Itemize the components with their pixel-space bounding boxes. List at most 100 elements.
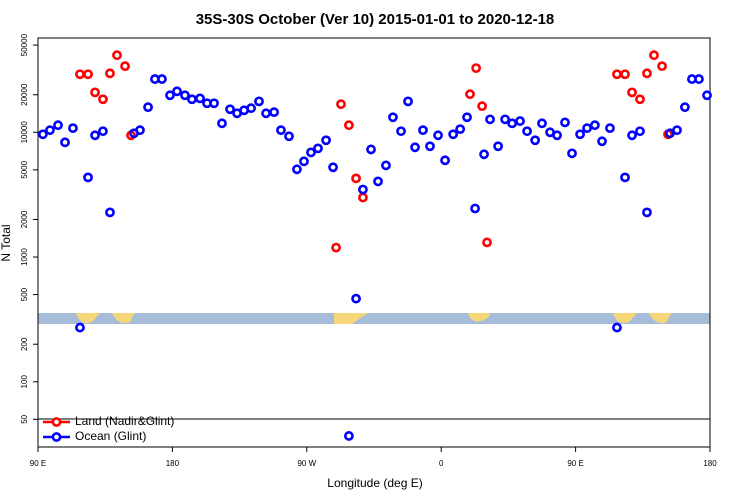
data-point: [582, 123, 592, 134]
data-point: [366, 144, 376, 155]
x-axis-label: Longitude (deg E): [327, 476, 422, 490]
data-point: [507, 118, 518, 129]
data-point: [143, 102, 153, 113]
data-point: [388, 112, 398, 123]
data-point: [620, 172, 630, 183]
data-point: [83, 69, 93, 80]
data-point: [485, 114, 495, 125]
y-tick-label: 50: [20, 414, 29, 423]
data-point: [635, 126, 645, 137]
data-point: [105, 207, 115, 218]
data-point: [465, 89, 475, 100]
data-point: [105, 68, 115, 79]
data-point: [120, 61, 130, 72]
data-point: [440, 155, 450, 166]
data-point: [83, 172, 93, 183]
data-point: [694, 74, 704, 84]
data-point: [187, 94, 197, 105]
data-point: [657, 61, 667, 72]
data-point: [313, 143, 323, 154]
data-point: [471, 63, 482, 74]
data-point: [217, 118, 227, 129]
data-point: [68, 123, 78, 134]
x-tick-label: 180: [166, 459, 180, 468]
data-point: [165, 90, 175, 101]
legend-marker: [51, 432, 62, 442]
data-point: [358, 184, 368, 195]
chart-title: 35S-30S October (Ver 10) 2015-01-01 to 2…: [196, 11, 555, 28]
data-point: [336, 99, 346, 110]
legend-label: Land (Nadir&Glint): [75, 414, 174, 428]
data-point: [269, 107, 279, 118]
data-point: [157, 74, 167, 84]
x-tick-label: 90 E: [30, 459, 46, 468]
data-point: [410, 142, 420, 153]
y-tick-label: 500: [20, 287, 29, 301]
data-point: [448, 129, 459, 140]
data-point: [567, 148, 577, 159]
data-point: [479, 149, 489, 160]
data-point: [45, 125, 55, 136]
y-tick-label: 100: [20, 375, 29, 389]
y-tick-label: 50000: [20, 33, 29, 56]
data-point: [403, 96, 413, 107]
data-point: [351, 293, 361, 304]
data-point: [482, 237, 492, 248]
data-point: [522, 126, 532, 137]
data-point: [642, 68, 652, 79]
data-point: [575, 129, 585, 140]
data-point: [351, 173, 361, 184]
data-point: [425, 141, 435, 152]
data-point: [396, 126, 406, 137]
data-point: [381, 160, 391, 171]
data-point: [605, 123, 615, 134]
y-tick-label: 1000: [20, 248, 29, 266]
data-point: [344, 431, 354, 441]
data-point: [284, 131, 294, 142]
y-axis-label: N Total: [0, 224, 13, 261]
data-point: [515, 116, 525, 126]
x-tick-label: 180: [703, 459, 717, 468]
data-point: [225, 104, 235, 115]
data-point: [418, 125, 428, 136]
data-point: [627, 130, 637, 141]
y-tick-label: 5000: [20, 160, 29, 178]
data-point: [112, 50, 122, 61]
legend-label: Ocean (Glint): [75, 429, 146, 443]
data-point: [642, 207, 652, 218]
data-point: [209, 98, 219, 109]
data-point: [672, 125, 682, 136]
data-point: [321, 135, 331, 146]
data-point: [470, 203, 480, 214]
data-point: [90, 87, 100, 98]
data-point: [180, 90, 190, 101]
data-point: [246, 103, 256, 114]
data-point: [75, 69, 85, 80]
data-point: [493, 141, 503, 152]
data-point: [552, 130, 562, 141]
data-point: [537, 118, 547, 129]
data-point: [500, 114, 511, 125]
data-point: [680, 102, 690, 113]
y-tick-label: 10000: [20, 121, 29, 144]
data-point: [702, 90, 712, 101]
data-point: [477, 101, 488, 112]
data-point: [98, 126, 108, 137]
plot-frame: [37, 37, 711, 448]
data-point: [292, 164, 302, 175]
data-point: [433, 130, 443, 141]
data-point: [135, 125, 145, 136]
data-point: [261, 108, 271, 119]
data-point: [455, 124, 466, 135]
data-point: [60, 137, 70, 148]
data-point: [612, 322, 622, 333]
data-point: [589, 120, 600, 131]
x-tick-label: 90 W: [297, 459, 316, 468]
data-point: [276, 125, 286, 136]
legend-marker: [51, 417, 62, 427]
data-point: [597, 136, 607, 147]
x-tick-label: 0: [439, 459, 444, 468]
data-point: [75, 322, 85, 333]
